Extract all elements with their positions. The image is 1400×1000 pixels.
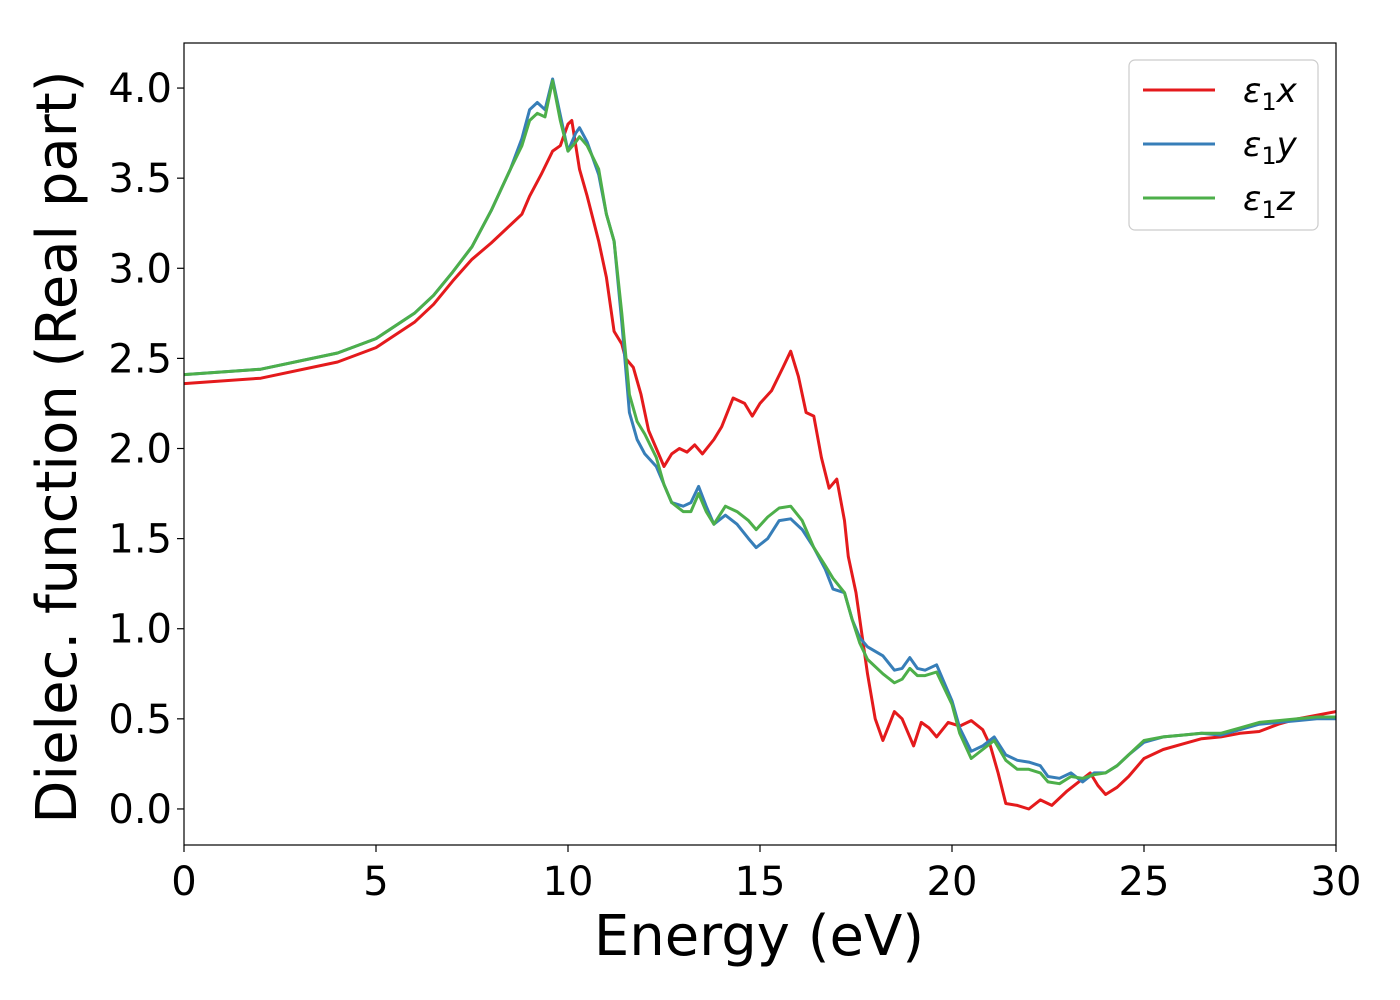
legend: ε1x ε1y ε1z (1128, 59, 1319, 231)
y-tick-label: 1.5 (108, 517, 172, 563)
y-tick-label: 2.5 (108, 336, 172, 382)
legend-label-z: ε1z (1243, 179, 1296, 224)
y-tick-label: 0.5 (108, 697, 172, 743)
y-axis-label: Dielec. function (Real part) (25, 70, 90, 823)
x-tick-label: 30 (1311, 859, 1362, 905)
x-tick-label: 0 (171, 859, 196, 905)
x-tick-label: 20 (927, 859, 978, 905)
x-tick-label: 15 (735, 859, 786, 905)
x-axis-label: Energy (eV) (594, 904, 924, 969)
series-line-2 (184, 79, 1336, 786)
y-tick-label: 3.0 (108, 246, 172, 292)
y-tick-label: 3.5 (108, 156, 172, 202)
legend-label-y: ε1y (1243, 125, 1298, 170)
x-tick-label: 25 (1119, 859, 1170, 905)
x-tick-label: 10 (543, 859, 594, 905)
y-tick-label: 0.0 (108, 787, 172, 833)
y-tick-label: 2.0 (108, 427, 172, 473)
y-axis-ticks: 0.0 0.5 1.0 1.5 2.0 2.5 3.0 3.5 4.0 (108, 66, 184, 833)
y-tick-label: 4.0 (108, 66, 172, 112)
x-tick-label: 5 (363, 859, 388, 905)
x-axis-ticks: 0 5 10 15 20 25 30 (171, 845, 1361, 905)
y-tick-label: 1.0 (108, 607, 172, 653)
legend-box (1128, 59, 1319, 231)
legend-label-x: ε1x (1243, 71, 1298, 116)
